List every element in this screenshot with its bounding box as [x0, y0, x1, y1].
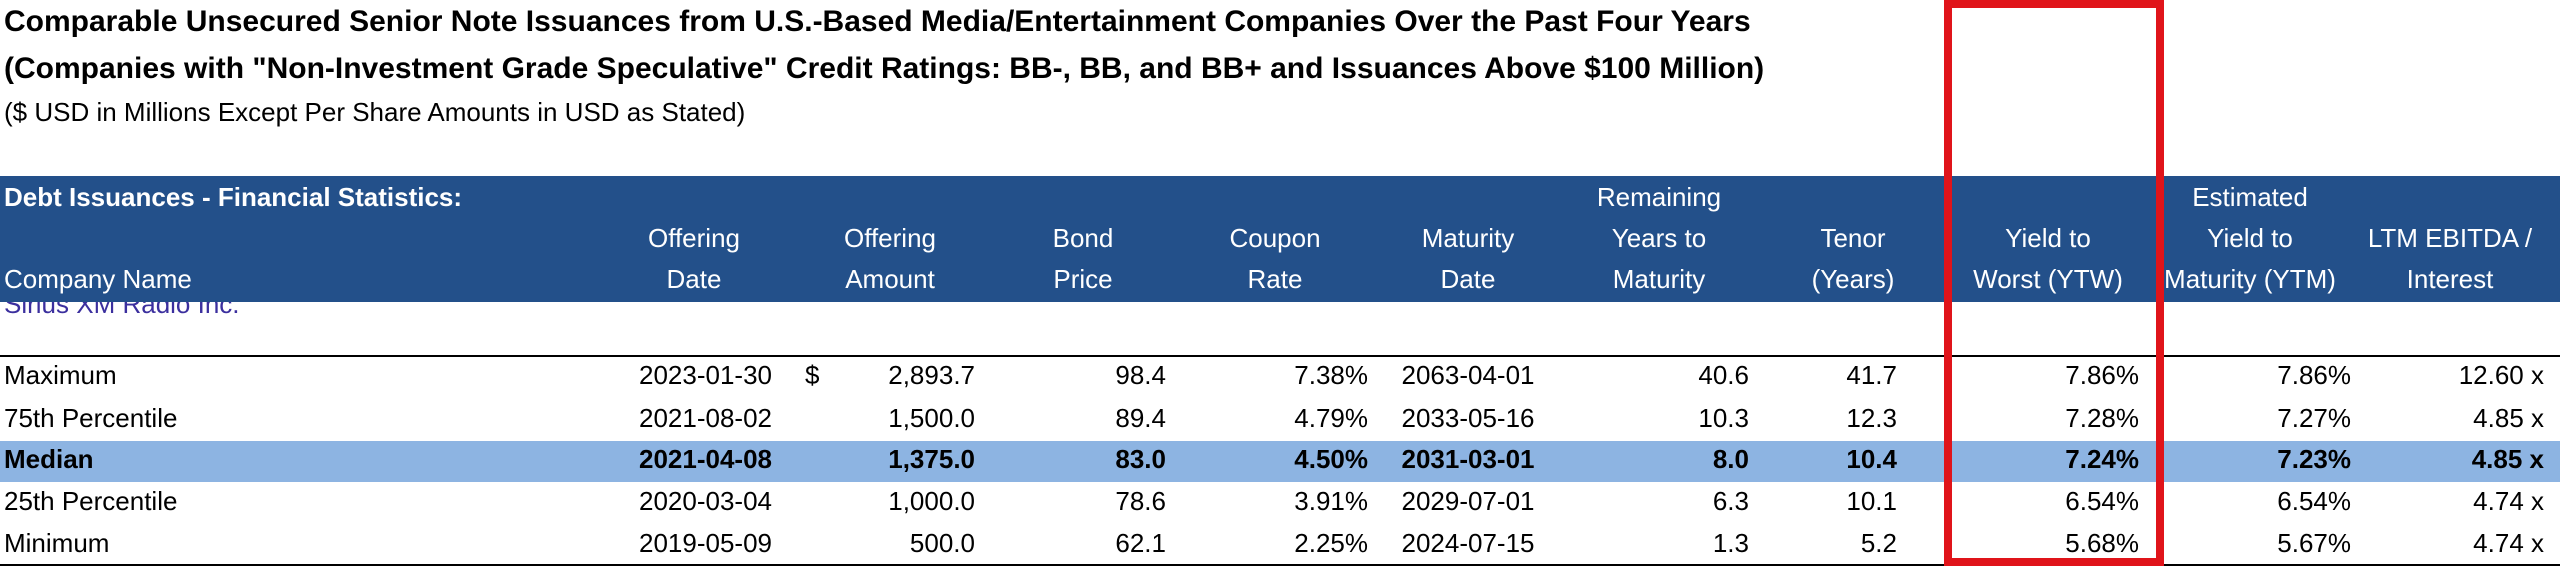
- column-header: Estimated: [2192, 182, 2308, 212]
- cell: 7.86%: [2277, 360, 2351, 390]
- row-label: Minimum: [4, 528, 109, 558]
- cell: 98.4: [1115, 360, 1166, 390]
- subtitle: ($ USD in Millions Except Per Share Amou…: [4, 97, 745, 127]
- column-header: Maturity: [1613, 264, 1705, 294]
- cell: 2033-05-16: [1402, 403, 1535, 433]
- cell: 2.25%: [1294, 528, 1368, 558]
- median-band: [0, 441, 2560, 482]
- cell: 4.79%: [1294, 403, 1368, 433]
- column-header: Years to: [1612, 223, 1706, 253]
- cell: 6.54%: [2277, 486, 2351, 516]
- cell: 2023-01-30: [639, 360, 772, 390]
- cell: 2021-08-02: [639, 403, 772, 433]
- cell: 2024-07-15: [1402, 528, 1535, 558]
- column-header: Yield to: [2207, 223, 2293, 253]
- cell: 6.54%: [2065, 486, 2139, 516]
- cell: 3.91%: [1294, 486, 1368, 516]
- row-label: 25th Percentile: [4, 486, 177, 516]
- row-label: Maximum: [4, 360, 117, 390]
- column-header: Amount: [845, 264, 935, 294]
- column-header: (Years): [1812, 264, 1895, 294]
- cell: 62.1: [1115, 528, 1166, 558]
- row-label: Median: [4, 444, 94, 474]
- cell: 2019-05-09: [639, 528, 772, 558]
- column-header: Company Name: [4, 264, 192, 294]
- cell: 4.50%: [1294, 444, 1368, 474]
- cell: 2029-07-01: [1402, 486, 1535, 516]
- cell: 1,500.0: [888, 403, 975, 433]
- cell: 10.4: [1846, 444, 1897, 474]
- cell: 5.67%: [2277, 528, 2351, 558]
- cell: 5.68%: [2065, 528, 2139, 558]
- cell: 4.85 x: [2472, 444, 2545, 474]
- section-label: Debt Issuances - Financial Statistics:: [4, 182, 462, 212]
- cell: 4.85 x: [2473, 403, 2544, 433]
- cell: 4.74 x: [2473, 486, 2544, 516]
- column-header: Offering: [648, 223, 740, 253]
- cell: 7.28%: [2065, 403, 2139, 433]
- column-header: Rate: [1248, 264, 1303, 294]
- highlight-box: [1944, 0, 2164, 566]
- column-header: Date: [1441, 264, 1496, 294]
- cell: 10.1: [1846, 486, 1897, 516]
- cell: 2,893.7: [888, 360, 975, 390]
- clipped-row-text: Sirius XM Radio Inc.: [4, 289, 240, 319]
- cell: 7.38%: [1294, 360, 1368, 390]
- cell: 41.7: [1846, 360, 1897, 390]
- cell: 6.3: [1713, 486, 1749, 516]
- cell: 7.86%: [2065, 360, 2139, 390]
- column-header: Interest: [2407, 264, 2494, 294]
- cell: 1,000.0: [888, 486, 975, 516]
- column-header: Maturity (YTM): [2164, 264, 2336, 294]
- cell: 2020-03-04: [639, 486, 772, 516]
- cell: 12.60 x: [2459, 360, 2544, 390]
- title: (Companies with "Non-Investment Grade Sp…: [4, 52, 1764, 85]
- column-header: Yield to: [2005, 223, 2091, 253]
- row-label: 75th Percentile: [4, 403, 177, 433]
- clipped-row: Sirius XM Radio Inc.: [4, 289, 240, 319]
- column-header: Bond: [1053, 223, 1114, 253]
- cell: 2021-04-08: [639, 444, 772, 474]
- column-header: Worst (YTW): [1973, 264, 2123, 294]
- cell: 40.6: [1698, 360, 1749, 390]
- header-band: [0, 176, 2560, 302]
- currency: $: [805, 360, 820, 390]
- column-header: Date: [667, 264, 722, 294]
- cell: 12.3: [1846, 403, 1897, 433]
- cell: 2031-03-01: [1402, 444, 1535, 474]
- column-header: Coupon: [1229, 223, 1320, 253]
- cell: 83.0: [1115, 444, 1166, 474]
- cell: 4.74 x: [2473, 528, 2544, 558]
- cell: 10.3: [1698, 403, 1749, 433]
- cell: 5.2: [1861, 528, 1897, 558]
- column-header: Offering: [844, 223, 936, 253]
- cell: 7.23%: [2277, 444, 2351, 474]
- cell: 500.0: [910, 528, 975, 558]
- title: Comparable Unsecured Senior Note Issuanc…: [4, 5, 1751, 38]
- column-header: LTM EBITDA /: [2368, 223, 2533, 253]
- cell: 78.6: [1115, 486, 1166, 516]
- column-header: Remaining: [1597, 182, 1721, 212]
- cell: 8.0: [1713, 444, 1749, 474]
- cell: 7.27%: [2277, 403, 2351, 433]
- column-header: Maturity: [1422, 223, 1514, 253]
- cell: 7.24%: [2065, 444, 2139, 474]
- column-header: Tenor: [1820, 223, 1885, 253]
- cell: 89.4: [1115, 403, 1166, 433]
- cell: 2063-04-01: [1402, 360, 1535, 390]
- cell: 1,375.0: [888, 444, 975, 474]
- column-header: Price: [1053, 264, 1112, 294]
- cell: 1.3: [1713, 528, 1749, 558]
